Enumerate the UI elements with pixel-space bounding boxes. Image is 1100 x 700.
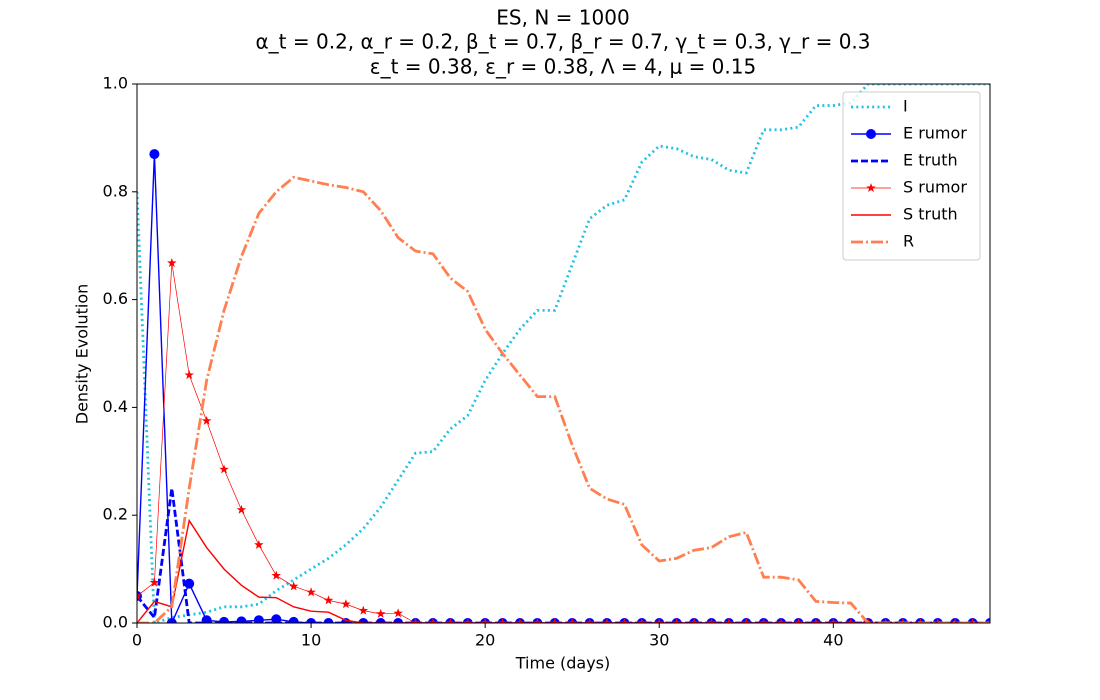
x-tick-label: 20	[475, 631, 495, 650]
data-point	[845, 618, 856, 623]
x-tick-label: 40	[823, 631, 843, 650]
chart-title: ε_t = 0.38, ε_r = 0.38, Λ = 4, μ = 0.15	[370, 55, 756, 79]
data-point	[358, 605, 369, 615]
data-point	[497, 618, 508, 623]
data-point	[724, 618, 734, 623]
data-point	[445, 618, 456, 623]
x-tick-label: 30	[649, 631, 669, 650]
data-point	[689, 618, 699, 623]
legend-label: E rumor	[903, 124, 967, 143]
legend-label: R	[903, 232, 914, 251]
data-point	[341, 599, 351, 609]
data-point	[654, 618, 664, 623]
data-point	[236, 616, 247, 623]
data-point	[602, 618, 612, 623]
data-point	[167, 257, 177, 267]
data-point	[776, 618, 786, 623]
x-axis-label: Time (days)	[515, 654, 611, 673]
data-point	[236, 504, 247, 514]
data-point	[288, 616, 299, 623]
data-point	[950, 618, 960, 623]
data-point	[375, 608, 386, 618]
y-tick-label: 0.8	[103, 181, 128, 200]
y-tick-label: 1.0	[103, 74, 128, 93]
data-point	[480, 618, 490, 623]
legend-label: S truth	[903, 205, 958, 224]
x-tick-label: 0	[132, 631, 142, 650]
data-point	[149, 149, 160, 160]
data-point	[619, 618, 630, 623]
data-point	[515, 618, 525, 623]
data-point	[828, 618, 839, 623]
legend: I E rumor E truth S rumor S truth R	[842, 91, 981, 261]
data-point	[306, 587, 316, 597]
chart-title: ES, N = 1000	[496, 6, 629, 30]
data-point	[532, 618, 543, 623]
x-tick-label: 10	[301, 631, 321, 650]
data-point	[253, 615, 264, 623]
data-point	[637, 618, 647, 623]
data-point	[758, 618, 769, 623]
series-line	[137, 84, 990, 623]
plot-area	[137, 84, 990, 623]
data-point	[706, 618, 717, 623]
data-point	[166, 618, 177, 623]
legend-label: S rumor	[903, 178, 967, 197]
y-tick-label: 0.6	[103, 289, 128, 308]
series-line	[137, 262, 990, 623]
y-tick-label: 0.4	[103, 397, 128, 416]
data-point	[254, 539, 264, 549]
data-point	[219, 464, 229, 474]
data-point	[323, 595, 334, 605]
data-point	[741, 618, 752, 623]
legend-marker	[866, 129, 876, 139]
data-point	[184, 578, 195, 589]
data-point	[201, 615, 212, 623]
y-tick-label: 0.0	[103, 613, 128, 632]
data-point	[811, 618, 821, 623]
data-point	[149, 577, 160, 587]
legend-marker	[866, 183, 876, 193]
data-point	[550, 618, 560, 623]
y-tick-label: 0.2	[103, 505, 128, 524]
axes: 0 10 20 30 40 0.0 0.2 0.4 0.6 0.8 1.0	[103, 74, 844, 650]
data-point	[288, 581, 299, 591]
series-line	[137, 175, 990, 623]
data-point	[410, 618, 421, 623]
data-point	[219, 616, 230, 623]
data-point	[184, 370, 194, 380]
y-axis-label: Density Evolution	[73, 284, 92, 425]
plot-frame	[136, 83, 991, 624]
data-point	[793, 618, 804, 623]
chart-title: α_t = 0.2, α_r = 0.2, β_t = 0.7, β_r = 0…	[255, 30, 870, 54]
data-point	[428, 618, 438, 623]
data-point	[201, 415, 212, 425]
data-point	[137, 591, 142, 601]
legend-label: E truth	[903, 151, 958, 170]
data-point	[584, 618, 595, 623]
legend-label: I	[903, 97, 908, 116]
data-point	[271, 614, 282, 623]
data-point	[393, 608, 403, 618]
data-point	[271, 570, 282, 580]
data-point	[671, 618, 682, 623]
data-point	[463, 618, 473, 623]
series-line	[137, 518, 990, 623]
data-point	[567, 618, 577, 623]
